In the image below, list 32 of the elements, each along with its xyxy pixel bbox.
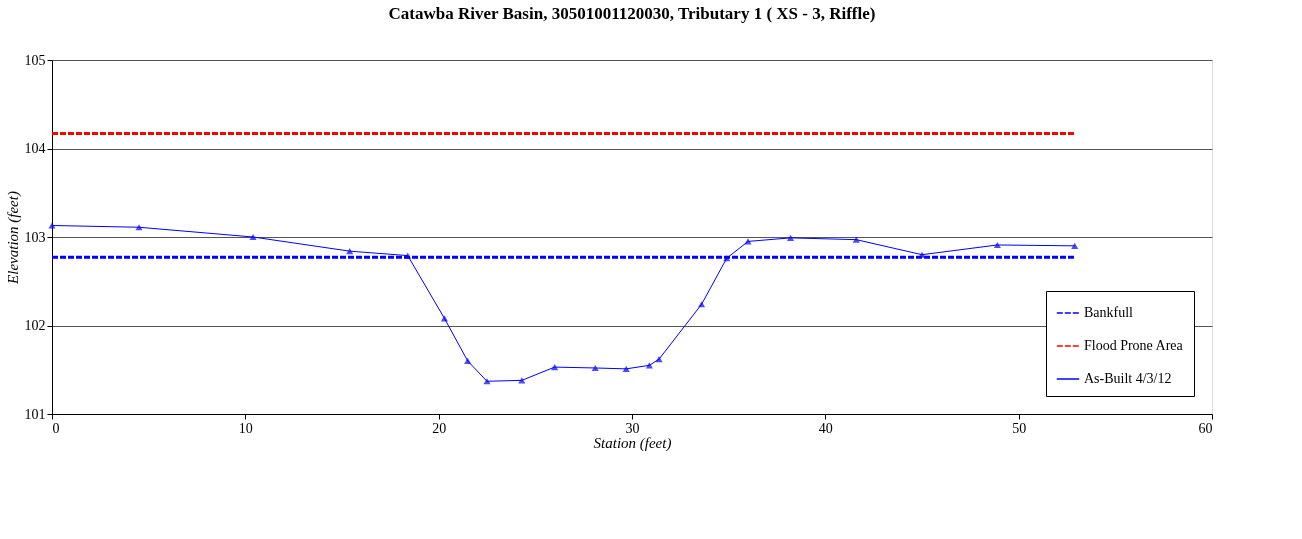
x-tick-label: 10: [238, 420, 253, 436]
legend-label: Bankfull: [1084, 305, 1134, 320]
x-axis-title: Station (feet): [593, 434, 672, 452]
point: [787, 234, 795, 241]
y-axis-title: Elevation (feet): [4, 191, 22, 285]
point: [852, 236, 860, 243]
point: [249, 233, 257, 241]
point: [622, 365, 630, 372]
y-tick-label: 102: [24, 318, 46, 333]
x-tick-label: 20: [432, 420, 447, 436]
point: [1071, 242, 1079, 249]
point: [551, 364, 559, 371]
point: [918, 251, 926, 258]
point: [655, 356, 663, 363]
point: [346, 248, 354, 255]
point: [404, 252, 412, 259]
chart-title: Catawba River Basin, 30501001120030, Tributary 1 ( XS - 3, Riffle): [388, 4, 876, 23]
x-tick-label: 40: [818, 420, 833, 436]
y-tick-label: 101: [24, 406, 46, 422]
x-tick-label: 0: [52, 420, 60, 436]
x-tick-label: 50: [1012, 420, 1027, 436]
legend-label: Flood Prone Area: [1084, 338, 1184, 353]
x-tick-label: 30: [625, 420, 640, 436]
y-tick-label: 105: [24, 52, 46, 68]
x-tick-label: 60: [1198, 420, 1213, 436]
y-tick-label: 103: [24, 229, 46, 245]
y-tick-label: 104: [24, 141, 46, 156]
point: [591, 364, 599, 372]
point: [993, 241, 1001, 249]
point: [48, 222, 56, 229]
point: [464, 357, 472, 364]
legend-label: As-Built 4/3/12: [1084, 371, 1172, 386]
